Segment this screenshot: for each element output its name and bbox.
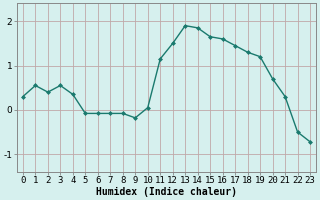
X-axis label: Humidex (Indice chaleur): Humidex (Indice chaleur) (96, 186, 237, 197)
